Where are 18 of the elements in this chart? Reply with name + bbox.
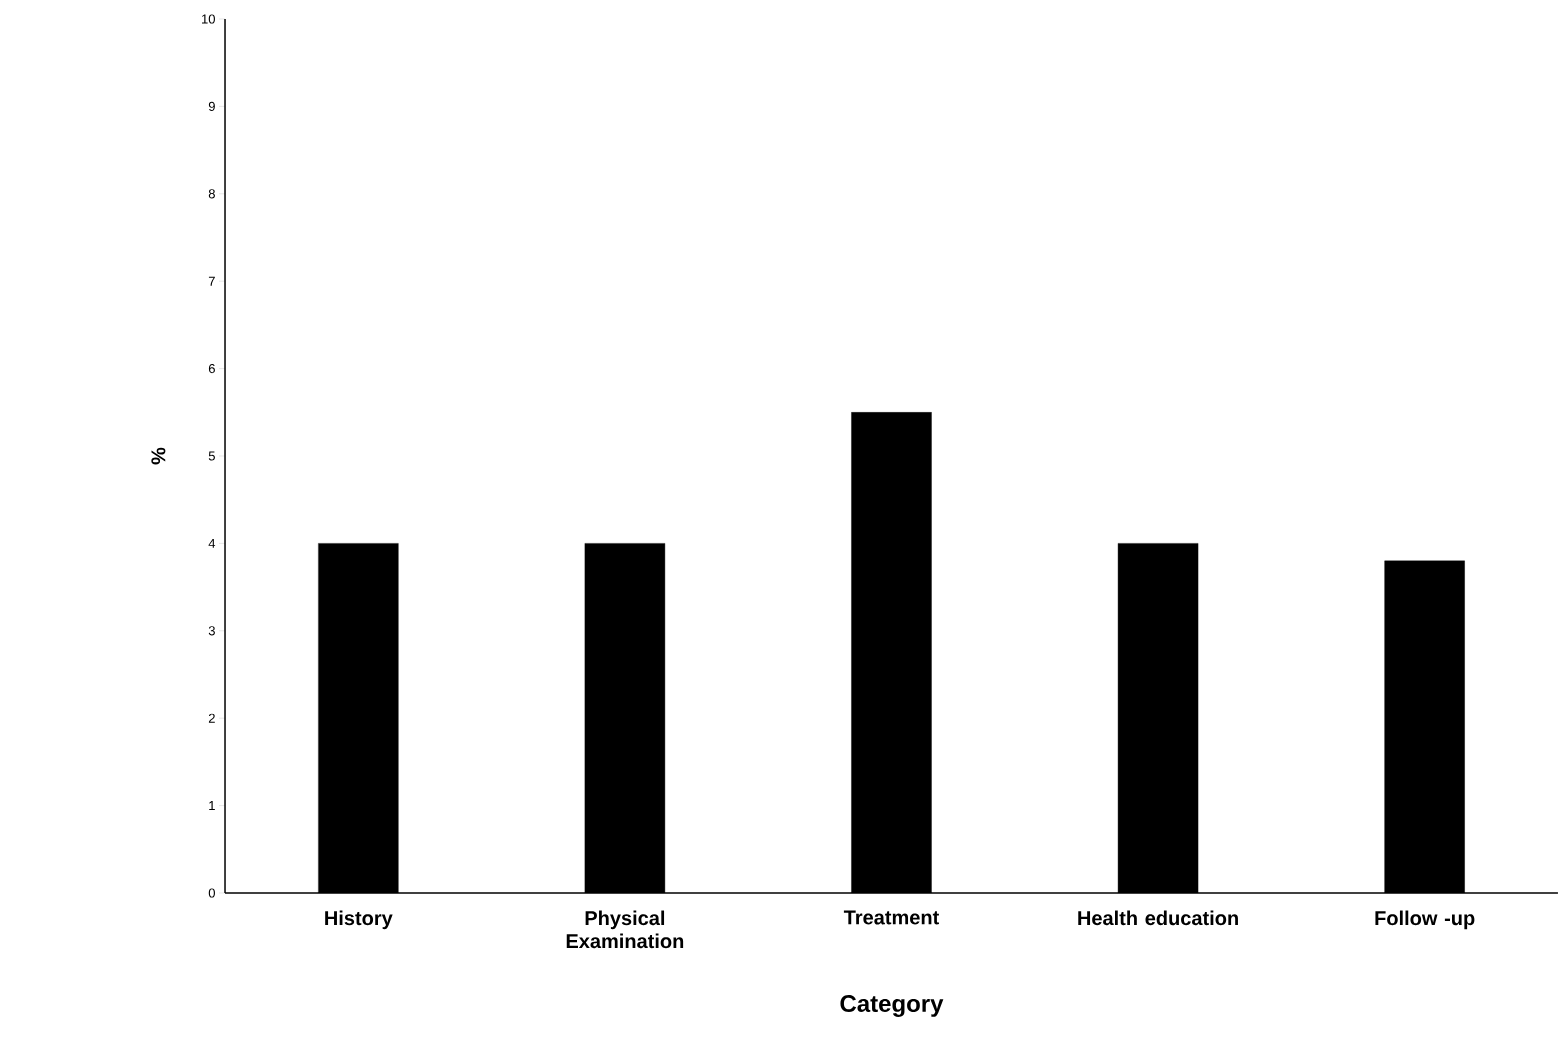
y-tick-label: 6 (208, 363, 215, 374)
x-axis-title: Category (840, 995, 944, 1017)
y-axis-title: % (151, 447, 166, 465)
x-tick-label: Physical Examination (566, 910, 684, 949)
y-tick-label: 8 (208, 189, 215, 199)
x-tick-label: Health education (1078, 910, 1238, 926)
x-tick-label: History (325, 910, 393, 930)
y-tick-label: 0 (208, 888, 215, 898)
y-tick-label: 2 (208, 713, 215, 723)
y-tick-label: 1 (209, 801, 215, 811)
y-tick-label: 10 (202, 14, 215, 24)
y-tick-label: 5 (208, 451, 215, 461)
y-tick-label: 7 (208, 276, 215, 286)
x-tick-label: Treatment (843, 910, 940, 925)
x-tick-label: Follow -up (1375, 910, 1475, 930)
y-tick-label: 3 (208, 626, 215, 636)
y-tick-label: 4 (208, 538, 216, 548)
y-tick-label: 9 (208, 101, 215, 111)
